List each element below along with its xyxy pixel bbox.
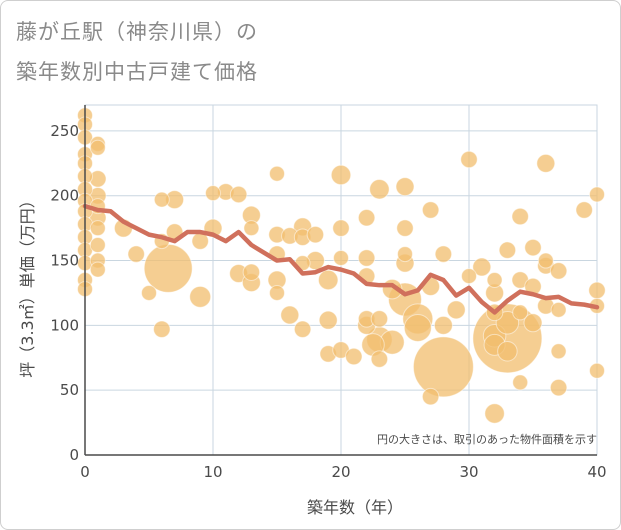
- chart-title-line-2: 築年数別中古戸建て価格: [16, 60, 258, 84]
- y-tick-label: 100: [50, 316, 79, 334]
- data-bubble: [460, 150, 478, 169]
- data-bubble: [293, 320, 312, 339]
- trend-line-layer: [82, 203, 600, 315]
- data-bubble: [269, 284, 285, 301]
- data-bubble: [498, 241, 517, 259]
- data-bubble: [89, 261, 106, 278]
- data-bubble: [589, 186, 605, 203]
- data-bubble: [370, 350, 389, 368]
- data-bubble: [153, 320, 171, 339]
- data-bubble: [446, 300, 466, 320]
- x-tick-label: 0: [80, 463, 90, 481]
- data-bubble: [537, 252, 554, 269]
- data-bubble: [589, 362, 605, 379]
- data-bubble: [403, 313, 432, 342]
- data-bubble: [369, 179, 390, 200]
- data-bubble: [536, 153, 556, 173]
- data-bubble: [345, 347, 363, 366]
- y-tick-label: 150: [50, 252, 79, 270]
- data-bubble: [370, 310, 389, 328]
- x-tick-label: 30: [459, 463, 478, 481]
- trend-line: [82, 203, 600, 315]
- y-tick-label: 50: [60, 381, 79, 399]
- data-bubble: [412, 336, 474, 398]
- data-bubble: [484, 403, 505, 424]
- data-bubble: [229, 185, 248, 204]
- y-axis-label: 坪（3.3㎡）単価（万円）: [18, 192, 37, 377]
- data-bubble: [512, 304, 529, 321]
- data-bubble: [141, 284, 157, 301]
- data-bubble: [397, 246, 413, 263]
- data-bubble: [395, 177, 415, 197]
- data-bubble: [511, 207, 529, 226]
- data-bubble: [524, 238, 542, 257]
- data-bubble: [143, 243, 193, 293]
- data-bubble: [317, 269, 339, 291]
- data-bubble: [549, 262, 568, 280]
- data-bubble: [523, 313, 543, 333]
- data-bubble: [421, 201, 440, 219]
- bubble-layer: [77, 107, 606, 424]
- data-bubble: [550, 343, 567, 360]
- axes: [84, 105, 597, 456]
- data-bubble: [280, 305, 300, 325]
- data-bubble: [306, 225, 325, 244]
- data-bubble: [472, 257, 492, 277]
- data-bubble: [486, 272, 503, 288]
- data-bubble: [243, 220, 260, 237]
- data-bubble: [332, 219, 350, 237]
- data-bubble: [357, 209, 376, 227]
- data-bubble: [433, 315, 453, 335]
- data-bubble: [269, 165, 285, 182]
- data-bubble: [421, 387, 440, 406]
- chart-title-line-1: 藤が丘駅（神奈川県）の: [16, 20, 258, 44]
- x-axis-label: 築年数（年）: [307, 498, 403, 517]
- data-bubble: [434, 245, 453, 263]
- y-tick-label: 200: [50, 187, 79, 205]
- data-bubble: [588, 281, 606, 300]
- data-bubble: [242, 263, 261, 281]
- data-bubble: [89, 139, 106, 156]
- data-bubble: [330, 164, 352, 186]
- x-tick-label: 20: [331, 463, 350, 481]
- data-bubble: [189, 285, 212, 308]
- data-bubble: [89, 220, 106, 237]
- data-bubble: [461, 268, 477, 285]
- data-bubble: [153, 191, 170, 208]
- data-bubble: [550, 301, 567, 318]
- tick-labels: 0 10 20 30 40 0 50 100 150 200 250: [50, 122, 606, 481]
- data-bubble: [333, 249, 349, 266]
- x-tick-label: 10: [203, 463, 222, 481]
- data-bubble: [497, 341, 518, 362]
- data-bubble: [575, 201, 593, 219]
- y-tick-label: 0: [69, 446, 79, 464]
- data-bubble: [357, 249, 376, 267]
- data-bubble: [127, 245, 145, 263]
- y-tick-label: 250: [50, 122, 79, 140]
- data-bubble: [89, 237, 106, 253]
- data-bubble: [318, 310, 338, 330]
- data-bubble: [205, 185, 221, 202]
- bubble-size-note: 円の大きさは、取引のあった物件面積を示す: [377, 432, 597, 446]
- data-bubble: [512, 374, 529, 391]
- data-bubble: [549, 378, 568, 397]
- data-bubble: [396, 219, 414, 237]
- x-tick-label: 40: [587, 463, 606, 481]
